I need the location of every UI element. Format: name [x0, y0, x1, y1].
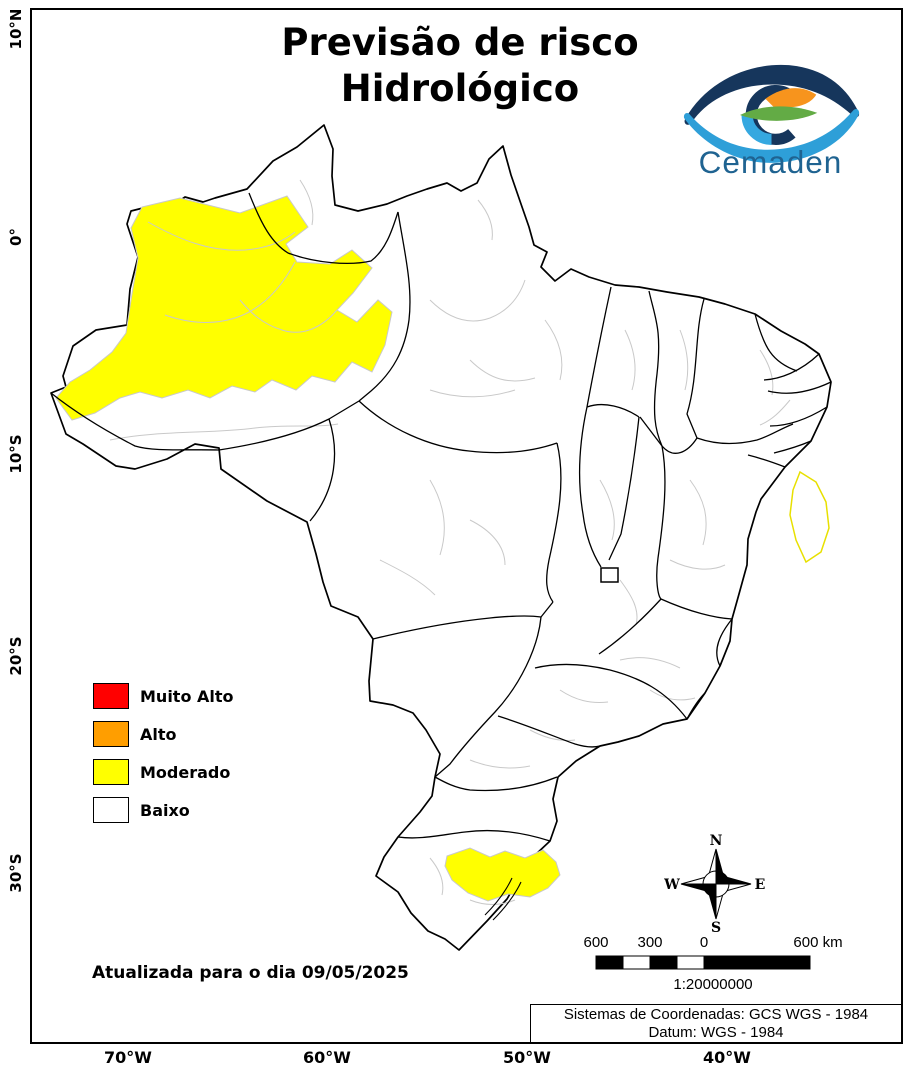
legend-row-muito-alto: Muito Alto: [93, 683, 234, 709]
legend-row-baixo: Baixo: [93, 797, 234, 823]
legend-label-baixo: Baixo: [140, 800, 190, 820]
risk-region-sergipe-outline: [789, 470, 830, 564]
page-title-line1: Previsão de risco: [281, 21, 639, 64]
lat-label-10n: 10°N: [7, 8, 25, 50]
legend-label-alto: Alto: [140, 724, 177, 744]
compass-north-label: N: [710, 833, 723, 849]
scale-bar: [595, 955, 811, 970]
cemaden-logo-text: Cemaden: [699, 144, 843, 178]
legend-row-moderado: Moderado: [93, 759, 234, 785]
distrito-federal: [600, 567, 619, 583]
scale-label-600-left: 600: [583, 934, 609, 951]
scale-ratio: 1:20000000: [673, 976, 753, 993]
legend-swatch-muito-alto: [93, 683, 129, 709]
lon-label-50w: 50°W: [503, 1048, 551, 1067]
legend-label-muito-alto: Muito Alto: [140, 686, 234, 706]
cemaden-eye-icon: [683, 64, 860, 163]
risk-region-amazonas: [55, 195, 393, 421]
compass-rose: N S W E: [663, 833, 765, 936]
legend-swatch-moderado: [93, 759, 129, 785]
legend-label-moderado: Moderado: [140, 762, 231, 782]
legend-swatch-alto: [93, 721, 129, 747]
lat-label-0: 0°: [7, 228, 25, 246]
lon-label-40w: 40°W: [703, 1048, 751, 1067]
lat-label-30s: 30°S: [7, 853, 25, 893]
page-title-line2: Hidrológico: [340, 67, 580, 110]
lat-label-10s: 10°S: [7, 434, 25, 474]
state-borders: [50, 192, 832, 921]
update-date-note: Atualizada para o dia 09/05/2025: [92, 963, 409, 983]
lat-label-20s: 20°S: [7, 636, 25, 676]
risk-region-rio-grande-do-sul: [444, 847, 561, 902]
lon-label-60w: 60°W: [303, 1048, 351, 1067]
legend-row-alto: Alto: [93, 721, 234, 747]
compass-south-label: S: [711, 920, 721, 936]
compass-east-label: E: [755, 877, 766, 893]
scale-label-300: 300: [637, 934, 663, 951]
scale-label-600-km: 600 km: [793, 934, 843, 951]
lon-label-70w: 70°W: [104, 1048, 152, 1067]
coordinate-system-line1: Sistemas de Coordenadas: GCS WGS - 1984: [563, 1006, 869, 1023]
cemaden-logo: Cemaden: [668, 56, 873, 180]
risk-legend: Muito Alto Alto Moderado Baixo: [93, 683, 234, 835]
scale-label-0: 0: [699, 934, 709, 951]
coordinate-system-line2: Datum: WGS - 1984: [648, 1024, 784, 1041]
compass-west-label: W: [663, 877, 680, 893]
coordinate-system-box: Sistemas de Coordenadas: GCS WGS - 1984 …: [530, 1004, 902, 1043]
inner-region-borders: [109, 179, 791, 905]
legend-swatch-baixo: [93, 797, 129, 823]
